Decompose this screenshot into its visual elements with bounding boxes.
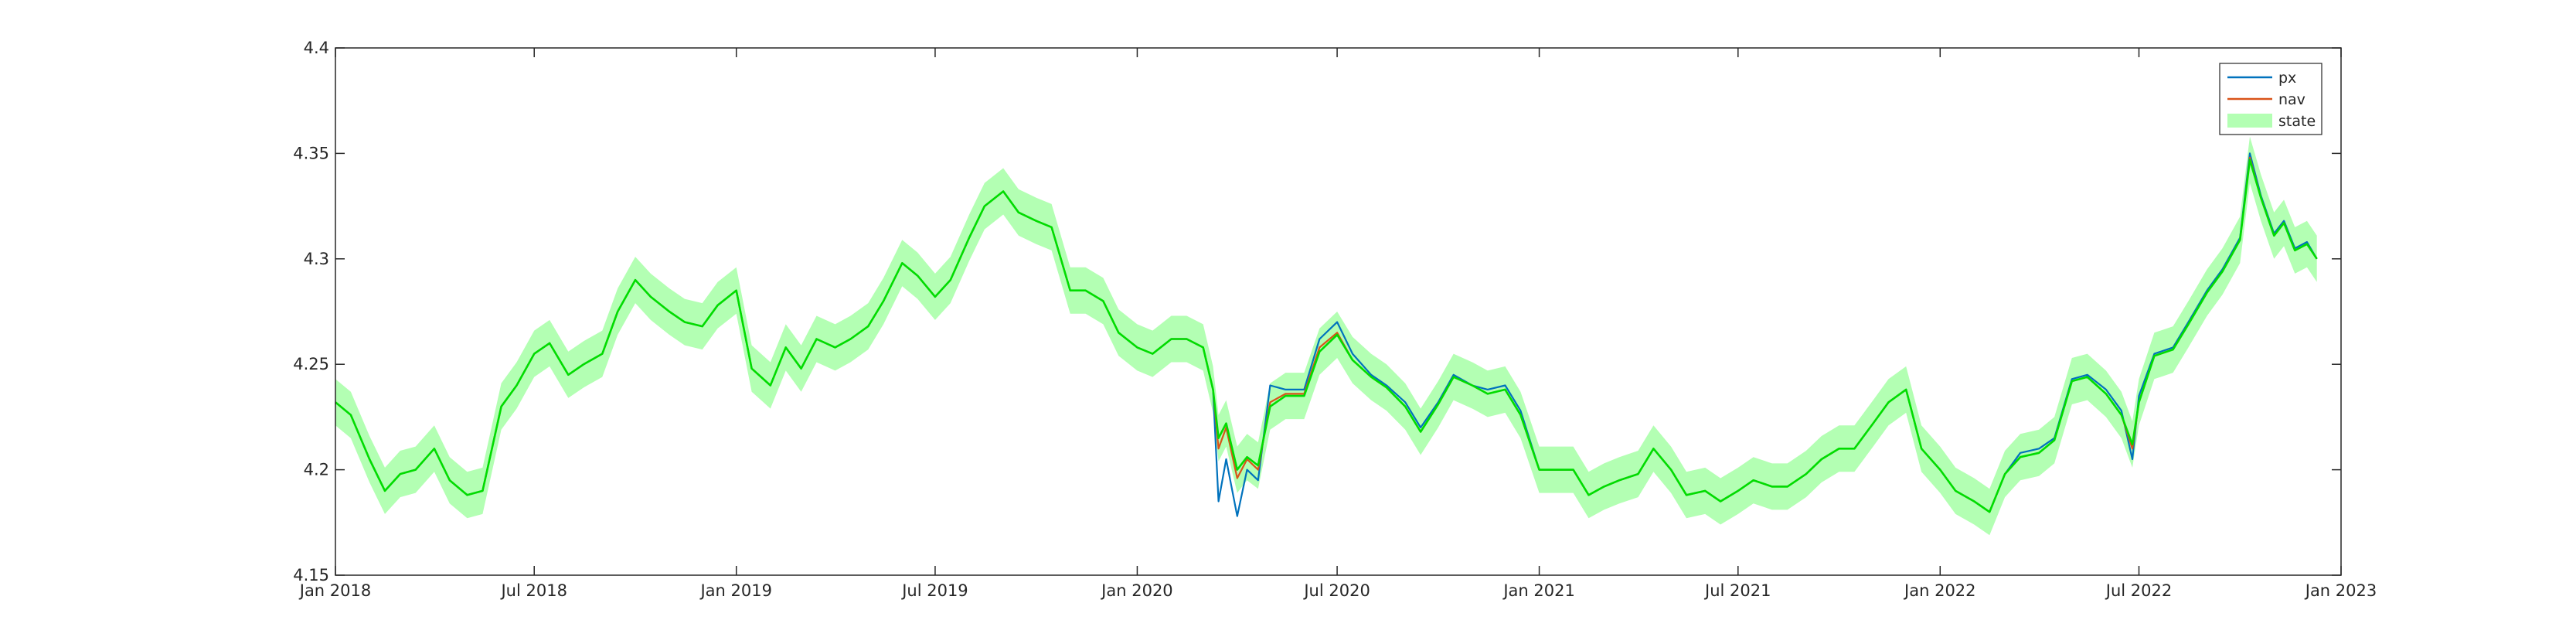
x-tick-label: Jul 2018 (499, 581, 567, 600)
legend: px nav state (2219, 63, 2322, 135)
x-tick-labels: Jan 2018 Jul 2018 Jan 2019 Jul 2019 Jan 2020… (298, 581, 2377, 600)
x-tick-label: Jan 2020 (1100, 581, 1173, 600)
x-tick-label: Jul 2019 (900, 581, 968, 600)
y-tick-label: 4.35 (293, 144, 329, 162)
axis-ticks (335, 47, 2342, 576)
x-tick-label: Jan 2023 (2304, 581, 2377, 600)
y-tick-label: 4.15 (293, 566, 329, 584)
x-tick-label: Jan 2019 (699, 581, 772, 600)
axes-box (335, 47, 2342, 576)
x-tick-label: Jul 2020 (1302, 581, 1370, 600)
x-tick-label: Jul 2022 (2105, 581, 2172, 600)
series-band-state (335, 136, 2317, 536)
x-tick-label: Jan 2022 (1903, 581, 1976, 600)
legend-label-px: px (2278, 70, 2296, 87)
y-tick-label: 4.25 (293, 355, 329, 373)
series-lines-layer (335, 152, 2318, 517)
series-line-state (335, 158, 2318, 513)
y-tick-labels: 4.15 4.2 4.25 4.3 4.35 4.4 (293, 39, 329, 584)
x-tick-label: Jan 2018 (298, 581, 372, 600)
y-tick-label: 4.3 (304, 250, 329, 268)
y-tick-label: 4.2 (304, 461, 329, 479)
x-tick-label: Jan 2021 (1502, 581, 1575, 600)
y-tick-label: 4.4 (304, 39, 329, 57)
x-tick-label: Jul 2021 (1703, 581, 1771, 600)
legend-label-nav: nav (2278, 91, 2305, 108)
state-band-layer (335, 136, 2317, 536)
legend-label-state: state (2278, 113, 2316, 130)
legend-swatch-state (2227, 114, 2272, 128)
